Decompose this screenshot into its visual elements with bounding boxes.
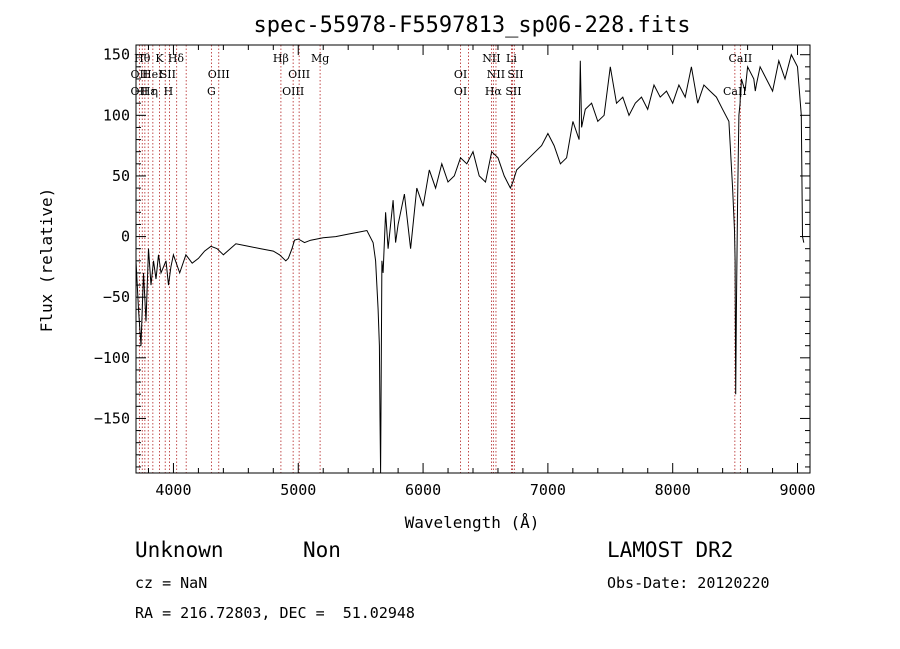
marker-label: η bbox=[151, 85, 158, 98]
marker-label: OI bbox=[454, 68, 467, 81]
plot-frame bbox=[135, 44, 811, 474]
object-class: Unknown bbox=[135, 538, 224, 562]
marker-label: OI bbox=[454, 85, 467, 98]
y-tick-label: −100 bbox=[94, 349, 130, 367]
marker-label: H bbox=[164, 85, 174, 98]
y-tick-label: −50 bbox=[103, 288, 130, 306]
marker-label: G bbox=[207, 85, 216, 98]
coordinates-text: RA = 216.72803, DEC = 51.02948 bbox=[135, 604, 415, 622]
marker-label: Mg bbox=[311, 52, 329, 65]
marker-label: OIII bbox=[288, 68, 310, 81]
marker-label: NII bbox=[487, 68, 505, 81]
marker-label: OII bbox=[131, 68, 149, 81]
series-layer bbox=[135, 53, 805, 474]
y-tick-label: 0 bbox=[121, 228, 130, 246]
marker-label: Hδ bbox=[168, 52, 185, 65]
marker-label: NII bbox=[482, 52, 500, 65]
y-tick-label: 150 bbox=[103, 46, 130, 64]
y-axis: −150 −100 −50 0 50 100 150 bbox=[94, 46, 810, 468]
obs-date: Obs-Date: 20120220 bbox=[607, 574, 770, 592]
y-axis-label: Flux (relative) bbox=[37, 188, 56, 333]
marker-label: OIII bbox=[208, 68, 230, 81]
spectral-line-markers bbox=[138, 45, 741, 473]
marker-label: CaII bbox=[723, 85, 747, 98]
x-axis-label: Wavelength (Å) bbox=[405, 513, 540, 532]
y-tick-label: 50 bbox=[112, 167, 130, 185]
x-tick-label: 9000 bbox=[779, 481, 815, 499]
redshift-text: cz = NaN bbox=[135, 574, 208, 592]
spectrum-line bbox=[135, 53, 805, 474]
x-tick-label: 8000 bbox=[655, 481, 691, 499]
x-axis: 4000 5000 6000 7000 8000 9000 bbox=[147, 45, 816, 499]
marker-label: Hα bbox=[485, 85, 503, 98]
survey-name: LAMOST DR2 bbox=[607, 538, 734, 562]
y-tick-label: −150 bbox=[94, 409, 130, 427]
marker-label: K bbox=[155, 52, 164, 65]
marker-label: Hθ bbox=[134, 52, 151, 65]
marker-label: OIII bbox=[282, 85, 304, 98]
marker-label: Li bbox=[506, 52, 517, 65]
x-tick-label: 5000 bbox=[280, 481, 316, 499]
marker-label: SII bbox=[505, 85, 521, 98]
x-tick-label: 6000 bbox=[405, 481, 441, 499]
marker-label: Hε bbox=[141, 85, 157, 98]
marker-label: SII bbox=[507, 68, 523, 81]
marker-label: Hβ bbox=[273, 52, 289, 65]
y-tick-label: 100 bbox=[103, 106, 130, 124]
marker-label: CaII bbox=[729, 52, 753, 65]
marker-label: SII bbox=[160, 68, 176, 81]
x-tick-label: 7000 bbox=[530, 481, 566, 499]
x-tick-label: 4000 bbox=[155, 481, 191, 499]
marker-label: HeI bbox=[142, 68, 162, 81]
object-subclass: Non bbox=[303, 538, 341, 562]
chart-title: spec-55978-F5597813_sp06-228.fits bbox=[253, 13, 690, 38]
